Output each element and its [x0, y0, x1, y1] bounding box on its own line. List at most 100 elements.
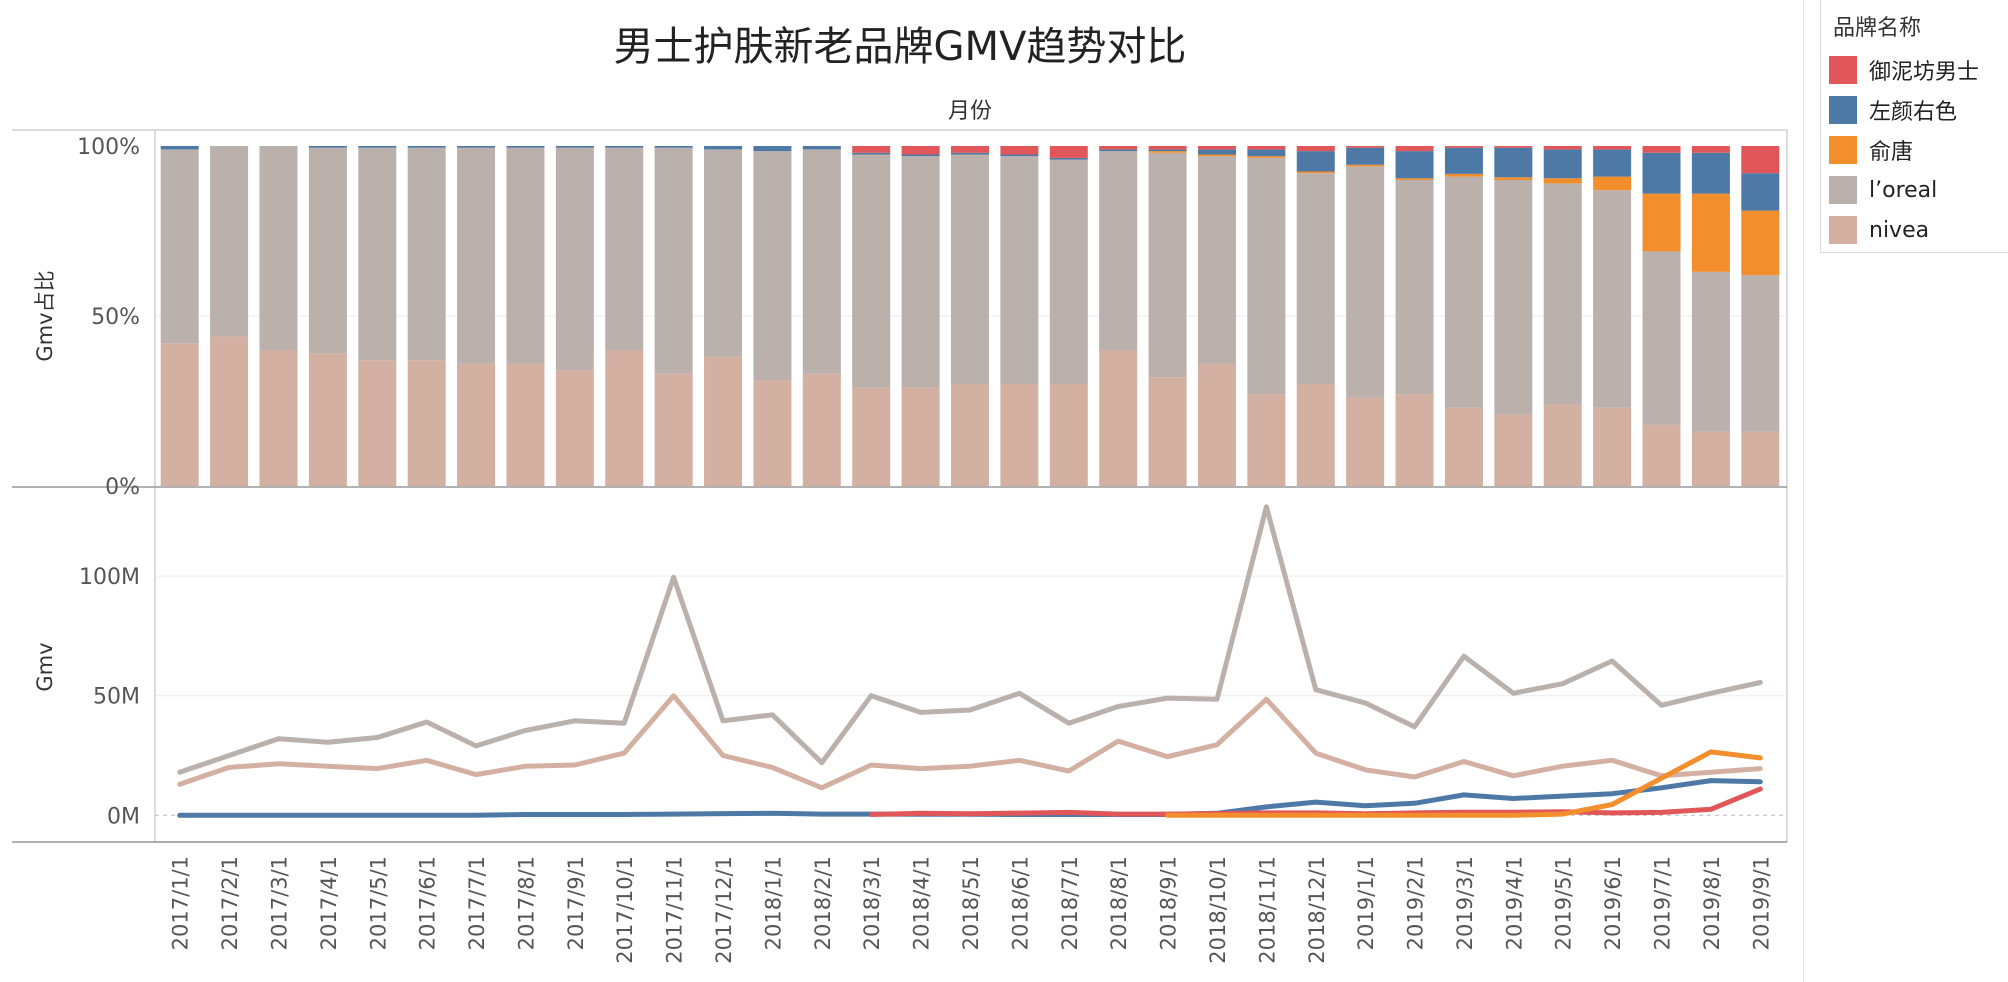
x-tick-label: 2017/3/1 — [267, 856, 291, 950]
bar-segment — [1444, 173, 1483, 177]
y-tick-label-p2: 0M — [107, 804, 140, 829]
legend: 品牌名称 御泥坊男士左颜右色俞唐 l’oreal nivea — [1820, 0, 2008, 253]
bar-segment — [259, 350, 298, 486]
y-tick-label-p1: 50% — [91, 305, 140, 330]
bar-segment — [1000, 156, 1039, 384]
bar-segment — [506, 146, 545, 148]
legend-label: 左颜右色 — [1869, 100, 1958, 125]
x-tick-label: 2018/9/1 — [1157, 856, 1181, 950]
x-tick-label: 2017/5/1 — [366, 856, 390, 950]
bar-segment — [308, 146, 347, 148]
bar-segment — [1741, 173, 1780, 211]
bar-segment — [1593, 407, 1632, 486]
legend-label: 俞唐 — [1869, 140, 1914, 165]
bar-segment — [1593, 146, 1632, 150]
bar-segment — [1593, 176, 1632, 191]
x-tick-label: 2018/10/1 — [1206, 856, 1230, 964]
bar-segment — [1099, 149, 1138, 152]
bar-segment — [1296, 151, 1335, 172]
bar-segment — [555, 146, 594, 148]
bar-segment — [358, 147, 397, 361]
y-axis-label-p2: Gmv — [33, 642, 57, 691]
series-line — [177, 504, 1763, 775]
bar-segment — [1543, 178, 1582, 184]
bar-segment — [1494, 146, 1533, 148]
bar-segment — [1642, 146, 1681, 153]
x-tick-label: 2018/11/1 — [1255, 856, 1279, 964]
bar-segment — [704, 356, 743, 486]
bar-segment — [1197, 156, 1236, 364]
bar-segment — [753, 151, 792, 381]
legend-swatch — [1829, 56, 1857, 84]
bar-segment — [654, 146, 693, 148]
bar-segment — [951, 154, 989, 384]
bar-segment — [1691, 271, 1730, 432]
x-tick-label: 2017/11/1 — [663, 856, 687, 964]
bar-segment — [1049, 159, 1088, 384]
legend-swatch — [1829, 176, 1857, 204]
legend-item[interactable]: l’oreal — [1821, 170, 2008, 210]
bar-segment — [1247, 146, 1286, 150]
bar-segment — [852, 154, 891, 388]
bar-segment — [1395, 146, 1434, 152]
bar-segment — [1049, 157, 1088, 160]
legend-item[interactable]: 御泥坊男士 — [1821, 50, 2008, 90]
bar-segment — [1494, 147, 1533, 178]
bar-segment — [1642, 251, 1681, 425]
x-header: 月份 — [948, 99, 992, 124]
bar-segment — [555, 147, 594, 371]
bar-segment — [1395, 394, 1434, 486]
bar-segment — [1395, 180, 1434, 395]
bar-segment — [506, 363, 545, 486]
bar-segment — [457, 146, 496, 148]
bar-segment — [1197, 149, 1236, 155]
bar-segment — [1296, 173, 1335, 384]
bar-segment — [555, 370, 594, 486]
bar-segment — [1395, 151, 1434, 179]
bar-segment — [259, 146, 298, 350]
bar-segment — [210, 146, 249, 337]
bar-segment — [1741, 210, 1780, 276]
bar-segment — [1543, 183, 1582, 405]
bar-segment — [951, 384, 989, 486]
bar-segment — [1148, 146, 1187, 150]
x-tick-label: 2018/8/1 — [1107, 856, 1131, 950]
y-tick-label-p2: 100M — [79, 565, 140, 590]
bar-segment — [1593, 190, 1632, 408]
legend-label: 御泥坊男士 — [1869, 60, 1980, 85]
bar-segment — [358, 360, 397, 486]
bar-segment — [605, 350, 644, 486]
bar-segment — [852, 146, 891, 153]
legend-item[interactable]: 俞唐 — [1821, 130, 2008, 170]
bar-segment — [1346, 146, 1385, 148]
x-tick-label: 2018/3/1 — [860, 856, 884, 950]
bar-segment — [1197, 146, 1236, 150]
x-tick-label: 2018/1/1 — [761, 856, 785, 950]
x-tick-label: 2017/6/1 — [416, 856, 440, 950]
bar-segment — [753, 146, 792, 152]
x-tick-label: 2019/5/1 — [1552, 856, 1576, 950]
legend-label: nivea — [1869, 217, 1930, 243]
legend-swatch — [1829, 216, 1857, 244]
legend-title: 品牌名称 — [1833, 16, 1922, 41]
legend-item[interactable]: nivea — [1821, 210, 2008, 250]
x-tick-label: 2018/4/1 — [910, 856, 934, 950]
bar-segment — [1395, 178, 1434, 180]
bar-segment — [1197, 363, 1236, 486]
bar-segment — [308, 147, 347, 354]
chart-divider — [1803, 0, 1804, 982]
bar-segment — [802, 146, 841, 150]
bar-segment — [160, 149, 199, 344]
bar-segment — [160, 146, 199, 150]
x-tick-label: 2019/3/1 — [1453, 856, 1477, 950]
bar-segment — [1691, 193, 1730, 272]
bar-segment — [1593, 149, 1632, 177]
bar-segment — [802, 149, 841, 374]
bar-segment — [1543, 404, 1582, 486]
legend-item[interactable]: 左颜右色 — [1821, 90, 2008, 130]
series-line — [177, 693, 1763, 791]
x-tick-label: 2017/7/1 — [465, 856, 489, 950]
legend-swatch — [1829, 136, 1857, 164]
bar-segment — [1000, 384, 1039, 486]
bar-segment — [1148, 152, 1187, 378]
